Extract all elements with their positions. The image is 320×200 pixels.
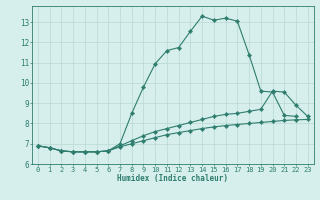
X-axis label: Humidex (Indice chaleur): Humidex (Indice chaleur) <box>117 174 228 183</box>
